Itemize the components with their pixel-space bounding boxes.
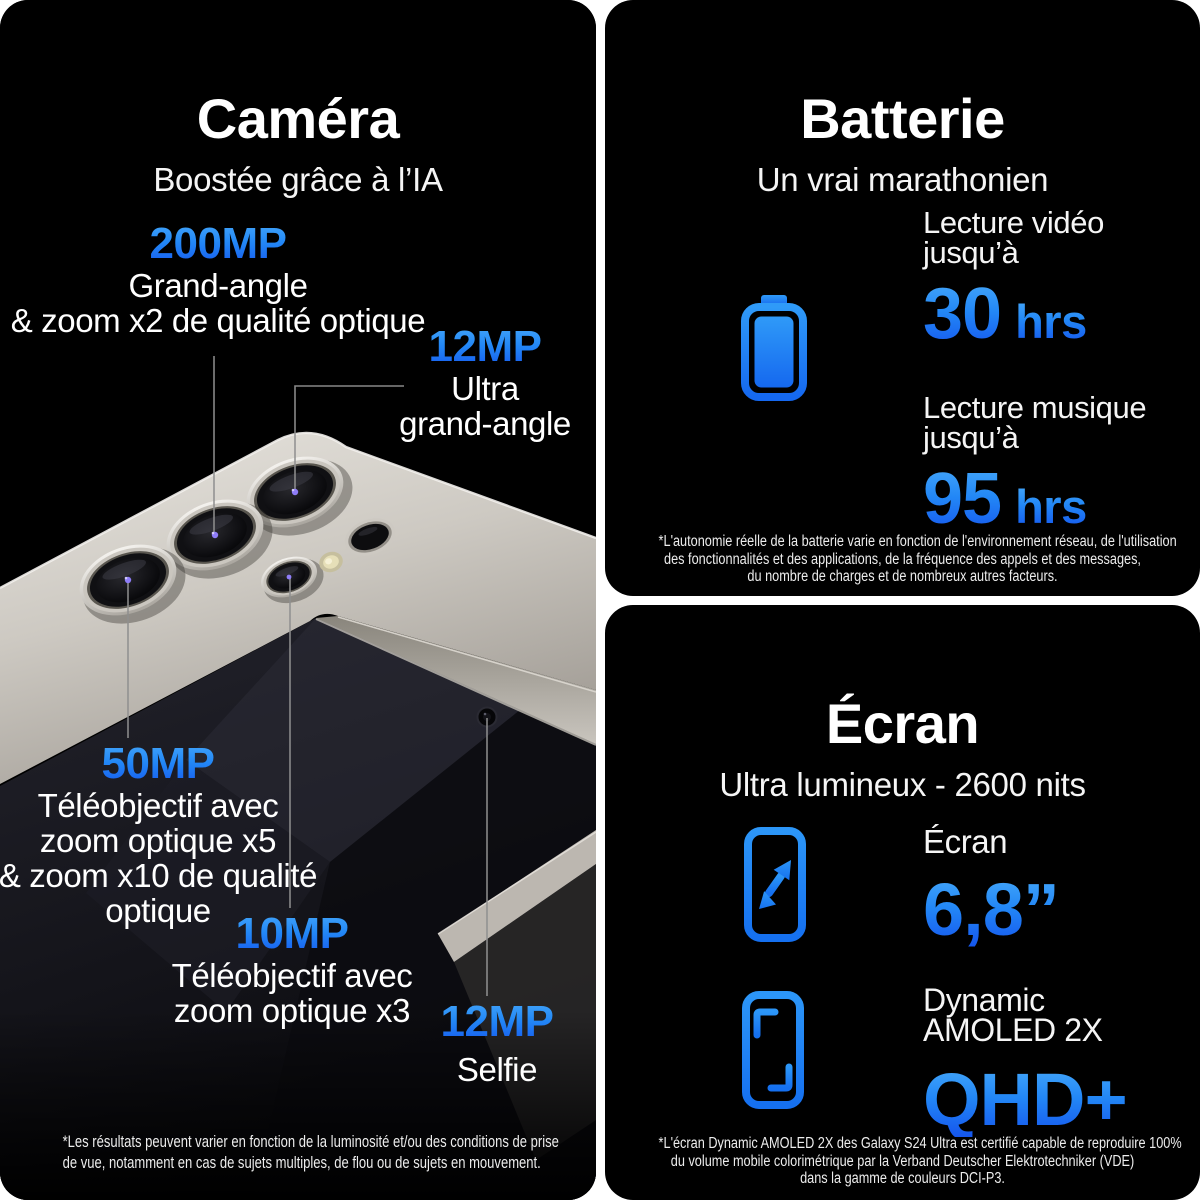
camera-footnote: *Les résultats peuvent varier en fonctio…	[62, 1132, 559, 1174]
screen-footnote-line1: *L'écran Dynamic AMOLED 2X des Galaxy S2…	[658, 1135, 1182, 1152]
screen-size-block: Écran 6,8”	[923, 823, 1060, 951]
stat-music-value: 95	[923, 459, 1002, 539]
screen-footnote-line3: dans la gamme de couleurs DCI-P3.	[800, 1170, 1005, 1187]
stat-music-value-row: 95 hrs	[923, 463, 1146, 535]
spec-tele3-mp: 10MP	[32, 910, 552, 958]
spec-tele5-line2: zoom optique x5	[39, 822, 277, 859]
spec-wide-camera: 200MP Grand-angle & zoom x2 de qualité o…	[0, 220, 478, 339]
stat-video-label2: jusqu’à	[923, 235, 1019, 270]
spec-wide-line1: Grand-angle	[128, 267, 308, 304]
stat-music-unit: hrs	[1015, 480, 1087, 533]
product-photo	[0, 0, 596, 1200]
callout-lines	[127, 356, 488, 996]
screen-subtitle: Ultra lumineux - 2600 nits	[719, 766, 1086, 803]
callout-line-ultrawide	[294, 385, 404, 492]
side-rail	[316, 616, 596, 744]
spec-ultrawide-line2: grand-angle	[399, 405, 571, 442]
spec-tele3-line2: zoom optique x3	[173, 992, 411, 1029]
battery-footnote-line1: *L'autonomie réelle de la batterie varie…	[658, 533, 1177, 550]
spec-ultrawide-line1: Ultra	[451, 370, 519, 407]
screen-size-value: 6,8”	[923, 868, 1060, 951]
stat-video-value: 30	[923, 274, 1002, 354]
screen-display-line2: AMOLED 2X	[923, 1012, 1103, 1048]
battery-icon	[741, 295, 807, 406]
screen-footnote: *L'écran Dynamic AMOLED 2X des Galaxy S2…	[658, 1135, 1182, 1188]
spec-tele5-line1: Téléobjectif avec	[37, 787, 279, 824]
lower-phone-rail	[438, 830, 596, 962]
spec-selfie-mp: 12MP	[237, 998, 596, 1046]
screen-display-line1: Dynamic	[923, 982, 1045, 1018]
battery-panel: Batterie Un vrai marathonien Lecture vid…	[605, 0, 1200, 596]
battery-title: Batterie	[800, 86, 1005, 150]
spec-telephoto-5x: 50MP Téléobjectif avec zoom optique x5 &…	[0, 740, 418, 929]
stat-music-label1: Lecture musique	[923, 390, 1147, 425]
camera-footnote-line1: *Les résultats peuvent varier en fonctio…	[62, 1133, 559, 1151]
screen-title: Écran	[825, 691, 980, 755]
camera-subtitle: Boostée grâce à l’IA	[153, 161, 443, 198]
screen-expand-icon	[744, 827, 806, 947]
camera-panel: Caméra Boostée grâce à l’IA 200MP Grand-…	[0, 0, 596, 1200]
phone-back	[0, 431, 596, 784]
spec-wide-line2: & zoom x2 de qualité optique	[10, 302, 426, 339]
spec-ultrawide-camera: 12MP Ultra grand-angle	[225, 323, 596, 442]
screen-corners-icon	[742, 991, 804, 1114]
battery-footnote: *L'autonomie réelle de la batterie varie…	[658, 533, 1177, 586]
battery-subtitle: Un vrai marathonien	[756, 161, 1049, 198]
spec-selfie-camera: 12MP Selfie	[237, 998, 596, 1088]
laser-af-sensor	[344, 518, 396, 556]
screen-display-value: QHD+	[923, 1058, 1128, 1141]
stat-video-playback: Lecture vidéo jusqu’à 30 hrs	[923, 205, 1104, 350]
lens-glints	[124, 488, 299, 584]
screen-size-label: Écran	[923, 823, 1008, 860]
stat-video-label1: Lecture vidéo	[923, 205, 1104, 240]
screen-panel: Écran Ultra lumineux - 2600 nits Écran 6…	[605, 605, 1200, 1200]
screen-display-block: Dynamic AMOLED 2X QHD+	[923, 982, 1128, 1141]
stat-video-unit: hrs	[1015, 295, 1087, 348]
battery-footnote-line2: des fonctionnalités et des applications,…	[664, 550, 1141, 568]
camera-title: Caméra	[196, 86, 400, 150]
spec-tele5-line4: optique	[0, 893, 418, 928]
stat-music-label2: jusqu’à	[923, 420, 1019, 455]
spec-ultrawide-mp: 12MP	[225, 323, 596, 371]
flash-led	[319, 551, 343, 573]
selfie-camera-dot	[476, 706, 498, 728]
spec-selfie-line1: Selfie	[456, 1051, 538, 1088]
spec-telephoto-3x: 10MP Téléobjectif avec zoom optique x3	[32, 910, 552, 1029]
spec-tele3-line1: Téléobjectif avec	[171, 957, 413, 994]
battery-footnote-line3: du nombre de charges et de nombreux autr…	[747, 568, 1058, 585]
stat-video-value-row: 30 hrs	[923, 278, 1104, 350]
camera-footnote-line2: de vue, notamment en cas de sujets multi…	[62, 1154, 541, 1172]
stat-music-playback: Lecture musique jusqu’à 95 hrs	[923, 390, 1147, 535]
spec-wide-mp: 200MP	[0, 220, 478, 268]
screen-footnote-line2: du volume mobile colorimétrique par la V…	[670, 1152, 1135, 1170]
spec-tele5-line3: & zoom x10 de qualité	[0, 857, 318, 894]
spec-tele5-mp: 50MP	[0, 740, 418, 788]
